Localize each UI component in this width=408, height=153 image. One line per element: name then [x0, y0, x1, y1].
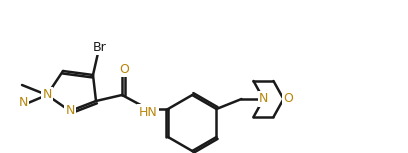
Text: N: N [42, 88, 52, 101]
Text: O: O [119, 62, 129, 75]
Text: O: O [284, 93, 293, 106]
Text: HN: HN [139, 106, 157, 119]
Text: N: N [65, 104, 75, 118]
Text: N: N [42, 88, 52, 101]
Text: Br: Br [93, 41, 107, 54]
Text: N: N [42, 88, 52, 101]
Text: N: N [259, 93, 268, 106]
Text: N: N [18, 97, 28, 110]
Text: N: N [65, 104, 75, 118]
Text: N: N [259, 93, 268, 106]
